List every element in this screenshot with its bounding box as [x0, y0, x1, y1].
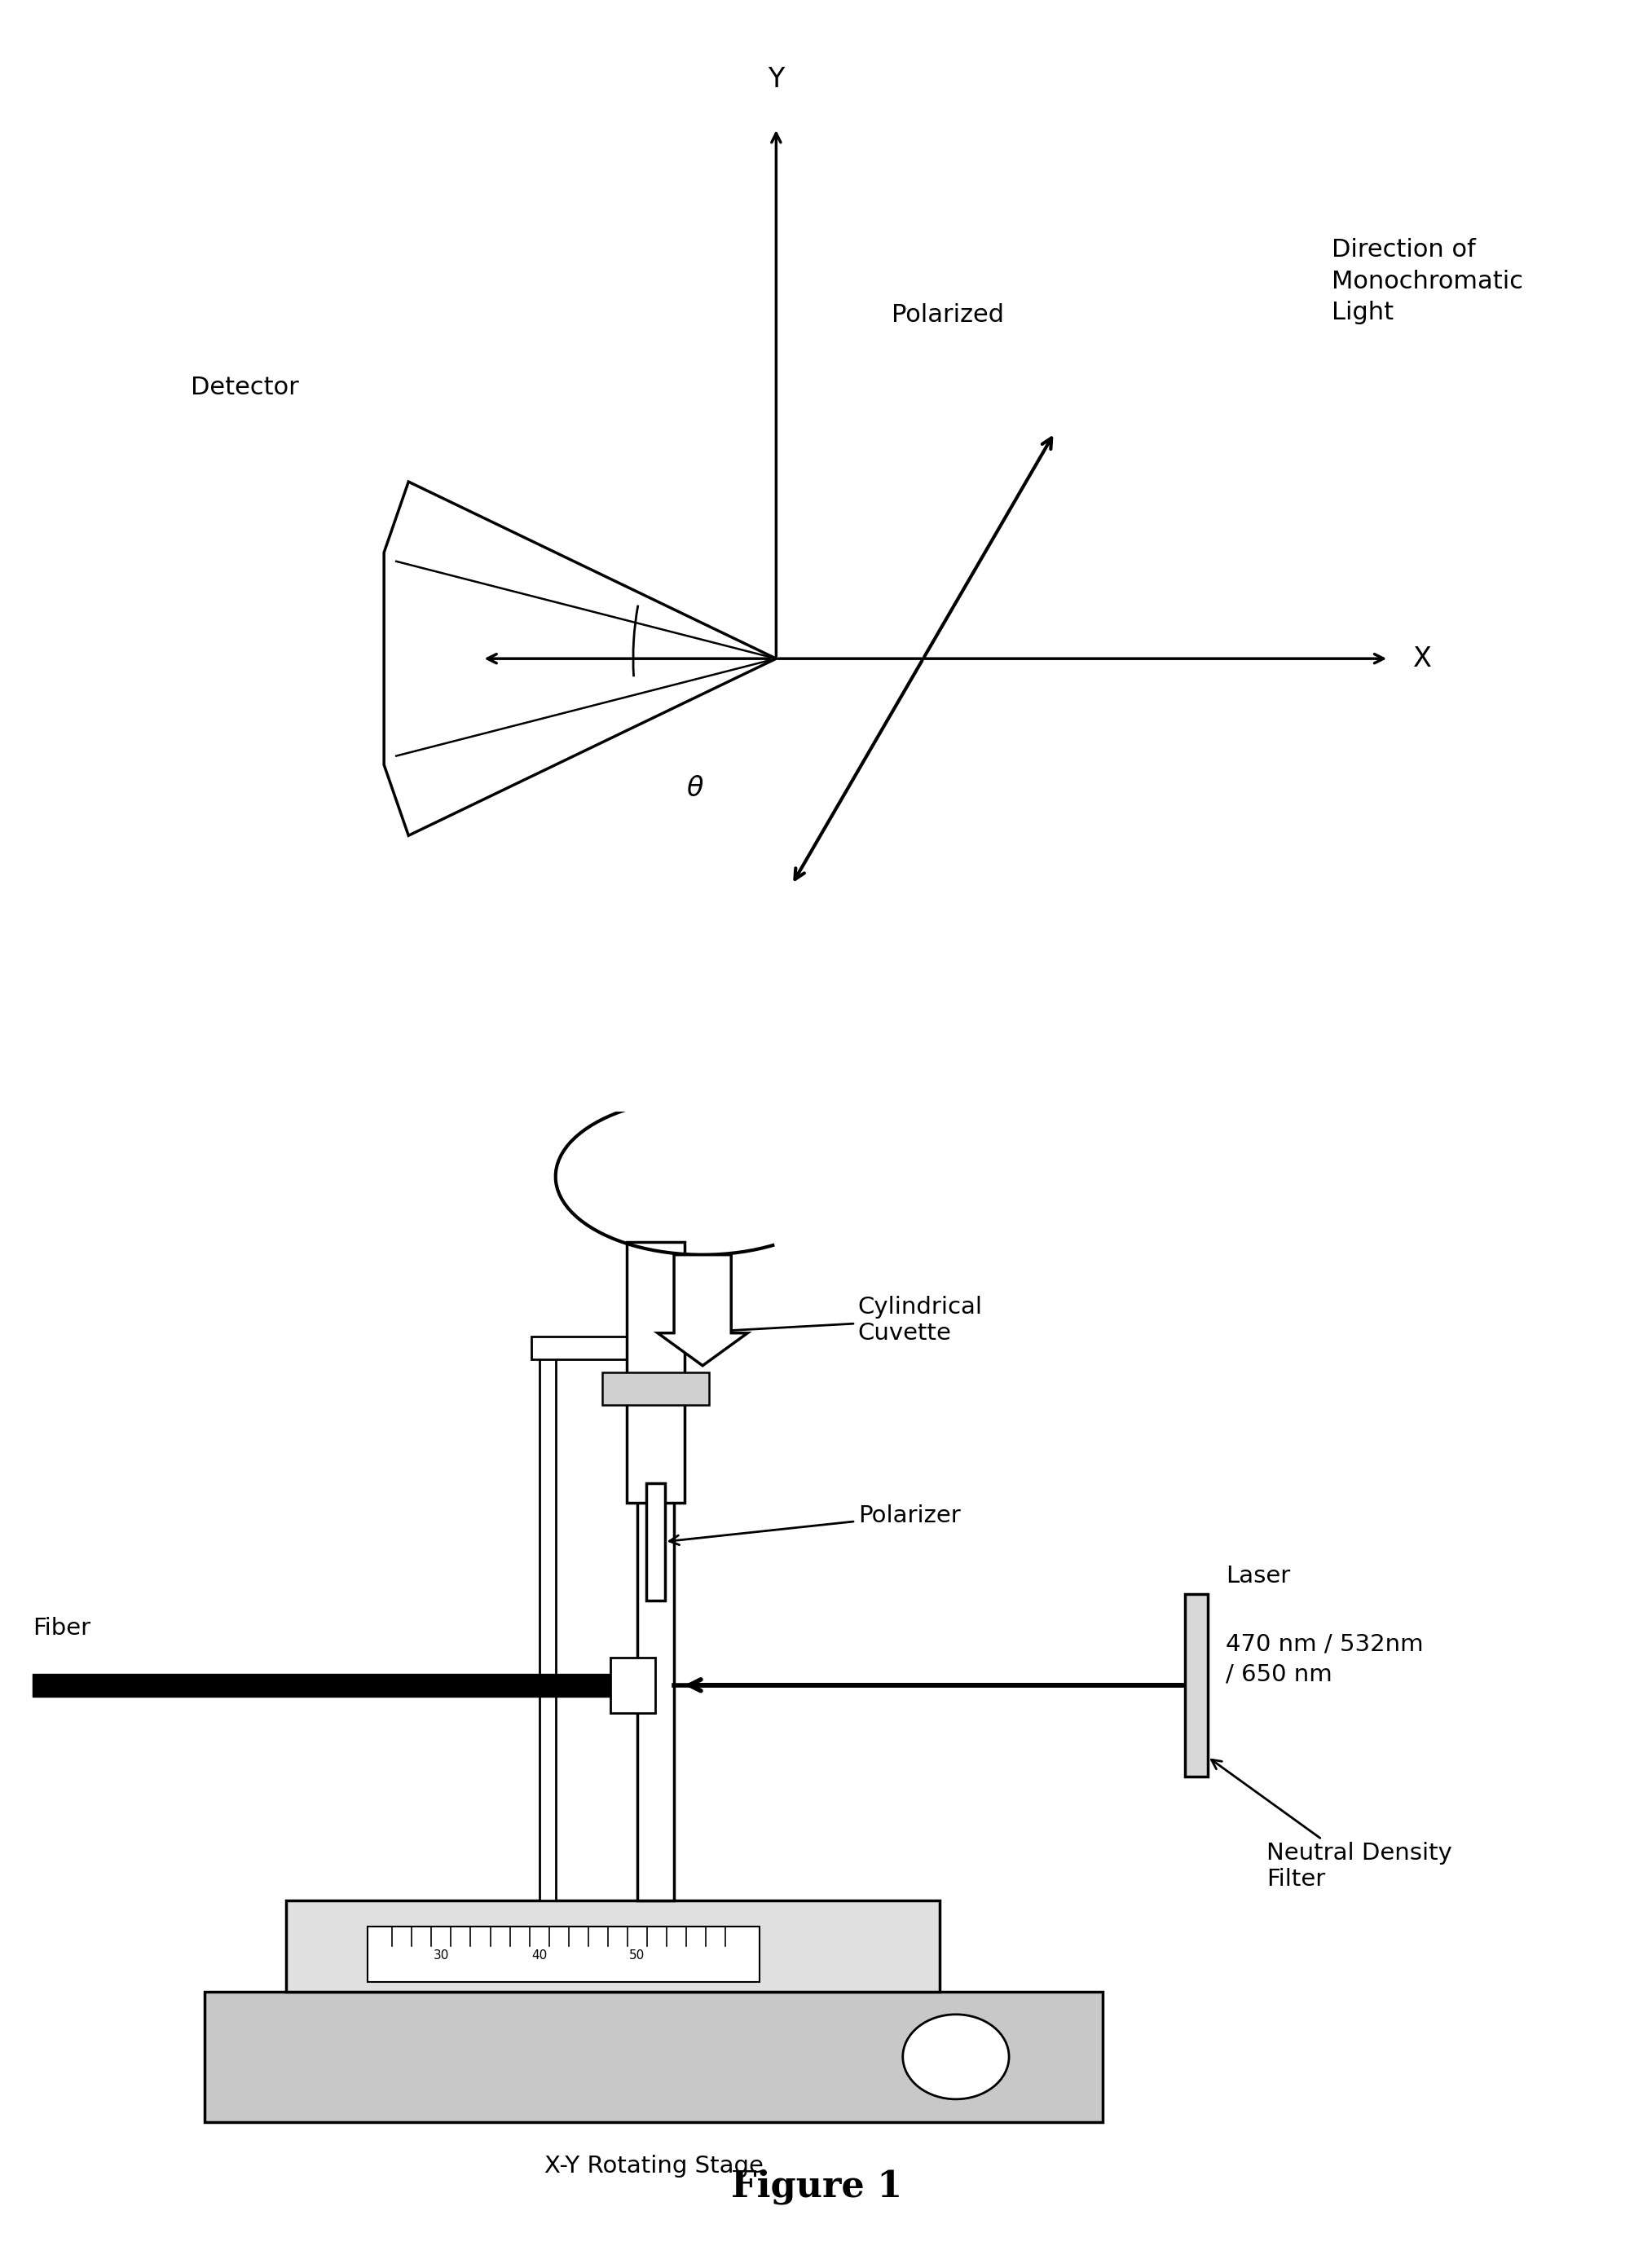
Text: Direction of
Monochromatic
Light: Direction of Monochromatic Light	[1332, 238, 1523, 324]
Bar	[531, 1336, 683, 1359]
Bar	[286, 1901, 940, 1991]
Bar	[603, 1372, 709, 1404]
Text: Polarized: Polarized	[892, 304, 1003, 327]
Text: 40: 40	[531, 1948, 547, 1962]
Bar	[637, 1275, 673, 1901]
Bar	[627, 1243, 685, 1504]
Text: Detector: Detector	[191, 376, 299, 399]
Bar	[647, 1483, 665, 1601]
Text: 30: 30	[433, 1948, 449, 1962]
Text: Y: Y	[768, 66, 784, 93]
Bar	[539, 1340, 556, 1901]
Text: X: X	[1413, 644, 1431, 671]
Text: θ: θ	[686, 776, 703, 803]
Text: 470 nm / 532nm
/ 650 nm: 470 nm / 532nm / 650 nm	[1226, 1633, 1423, 1685]
Bar	[609, 1658, 655, 1712]
Text: X-Y Rotating Stage: X-Y Rotating Stage	[544, 2155, 763, 2177]
Bar	[1185, 1594, 1208, 1776]
FancyArrow shape	[657, 1254, 747, 1365]
Text: Neutral Density
Filter: Neutral Density Filter	[1211, 1760, 1453, 1892]
Bar	[368, 1926, 760, 1982]
Text: Cylindrical
Cuvette: Cylindrical Cuvette	[690, 1295, 982, 1345]
Text: 50: 50	[629, 1948, 645, 1962]
Text: Figure 1: Figure 1	[732, 2168, 902, 2204]
Text: Polarizer: Polarizer	[670, 1504, 961, 1545]
Bar	[204, 1991, 1103, 2123]
Text: Fiber: Fiber	[33, 1617, 90, 1640]
Bar	[33, 1674, 629, 1696]
Circle shape	[902, 2014, 1008, 2100]
Text: Laser: Laser	[1226, 1565, 1291, 1588]
